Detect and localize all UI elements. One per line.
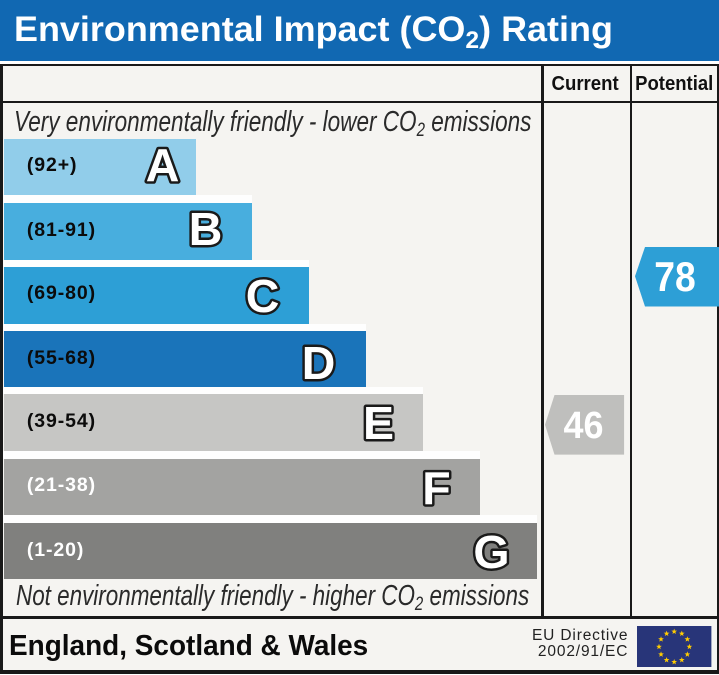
svg-text:78: 78	[654, 253, 696, 300]
svg-text:A: A	[146, 139, 180, 191]
svg-text:B: B	[188, 203, 222, 255]
svg-text:46: 46	[564, 405, 604, 447]
svg-text:D: D	[301, 337, 335, 389]
svg-text:G: G	[473, 526, 509, 578]
svg-text:C: C	[245, 270, 279, 322]
svg-text:F: F	[422, 462, 450, 514]
svg-text:E: E	[362, 397, 393, 449]
